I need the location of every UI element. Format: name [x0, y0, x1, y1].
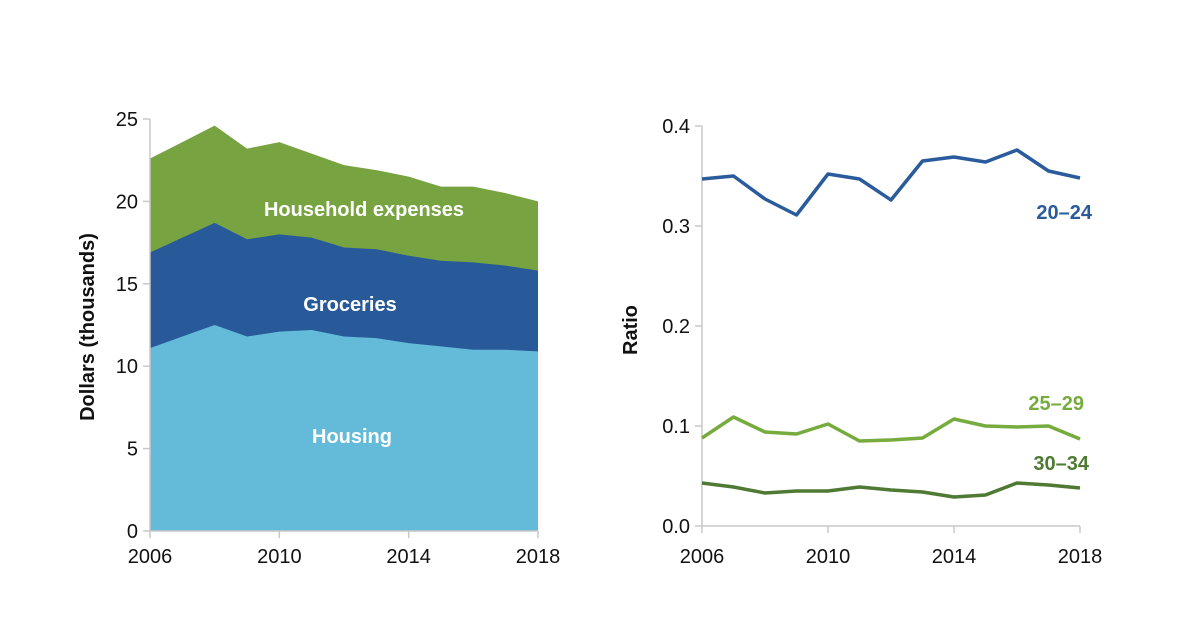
y-tick-label: 0.4 [662, 116, 690, 138]
series-label-20-24: 20–24 [1036, 202, 1092, 224]
x-tick-label: 2018 [516, 546, 561, 568]
x-tick-label: 2010 [806, 546, 851, 568]
x-tick-label: 2006 [128, 546, 173, 568]
area-label-household-expenses: Household expenses [264, 199, 464, 221]
area-label-groceries: Groceries [303, 294, 396, 316]
x-tick-label: 2014 [932, 546, 977, 568]
x-tick-label: 2018 [1058, 546, 1103, 568]
right-axes: 0.0 0.1 0.2 0.3 0.4 2006 2010 2014 2018 [662, 116, 1102, 568]
y-axis-title: Dollars (thousands) [77, 233, 99, 421]
line-series-30-34 [701, 481, 1081, 499]
y-tick-label: 0.2 [662, 316, 690, 338]
y-tick-label: 15 [116, 274, 138, 296]
line-chart: 0.0 0.1 0.2 0.3 0.4 2006 2010 2014 2018 Ratio 20… [620, 116, 1102, 568]
y-tick-label: 0 [127, 521, 138, 543]
line-series [701, 148, 1081, 499]
x-tick-label: 2010 [257, 546, 302, 568]
area-layers [150, 125, 538, 531]
y-tick-label: 10 [116, 356, 138, 378]
y-axis-title-ratio: Ratio [620, 305, 642, 355]
y-tick-label: 0.0 [662, 516, 690, 538]
line-series-20-24 [701, 148, 1081, 217]
line-series-25-29 [701, 415, 1081, 443]
y-tick-label: 0.3 [662, 216, 690, 238]
x-tick-label: 2014 [386, 546, 431, 568]
series-label-30-34: 30–34 [1033, 453, 1089, 475]
area-housing [150, 325, 538, 531]
left-axes: 0 5 10 15 20 25 2006 2010 2014 2018 [116, 109, 561, 568]
y-tick-label: 20 [116, 191, 138, 213]
y-tick-label: 25 [116, 109, 138, 131]
area-label-housing: Housing [312, 426, 392, 448]
y-tick-label: 0.1 [662, 416, 690, 438]
x-tick-label: 2006 [680, 546, 725, 568]
y-tick-label: 5 [127, 439, 138, 461]
series-label-25-29: 25–29 [1028, 393, 1084, 415]
stacked-area-chart: 0 5 10 15 20 25 2006 2010 2014 2018 Dollars (thou… [77, 109, 560, 568]
